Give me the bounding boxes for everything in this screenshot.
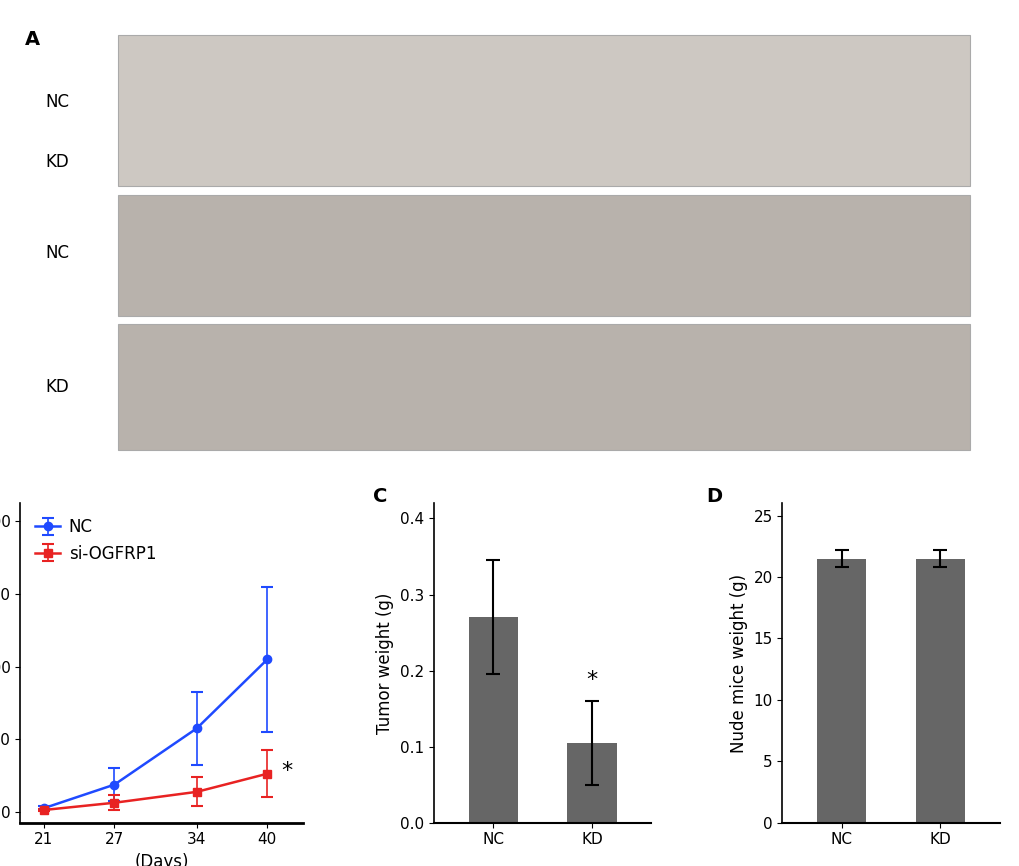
Bar bbox=[816, 559, 865, 823]
Text: KD: KD bbox=[45, 153, 68, 171]
Text: C: C bbox=[373, 488, 387, 507]
FancyBboxPatch shape bbox=[118, 195, 969, 315]
X-axis label: (Days): (Days) bbox=[135, 853, 189, 866]
Y-axis label: Tumor weight (g): Tumor weight (g) bbox=[376, 592, 394, 734]
FancyBboxPatch shape bbox=[118, 324, 969, 449]
Text: NC: NC bbox=[45, 244, 69, 262]
Bar bbox=[915, 559, 964, 823]
Legend: NC, si-OGFRP1: NC, si-OGFRP1 bbox=[29, 512, 163, 569]
Y-axis label: Nude mice weight (g): Nude mice weight (g) bbox=[730, 573, 747, 753]
Text: *: * bbox=[586, 669, 597, 689]
Text: A: A bbox=[25, 30, 41, 49]
Bar bbox=[567, 743, 615, 823]
Bar bbox=[468, 617, 518, 823]
Text: D: D bbox=[706, 488, 721, 507]
Text: KD: KD bbox=[45, 378, 68, 396]
Text: NC: NC bbox=[45, 93, 69, 111]
Text: *: * bbox=[281, 761, 292, 781]
FancyBboxPatch shape bbox=[118, 35, 969, 186]
